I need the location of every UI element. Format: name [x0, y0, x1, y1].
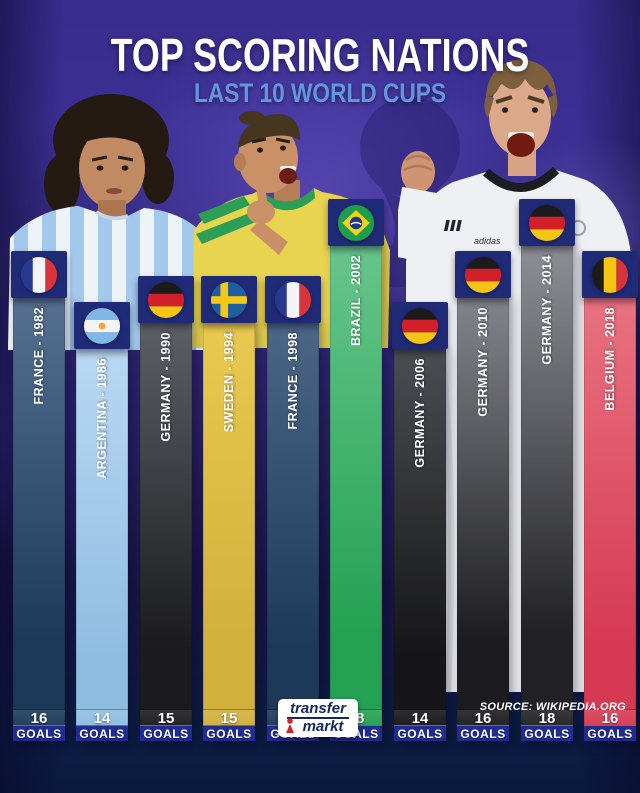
goals-word: GOALS — [203, 725, 255, 741]
goals-word: GOALS — [394, 725, 446, 741]
goals-count: 16 — [13, 709, 65, 727]
bar-label: GERMANY - 2014 — [540, 255, 554, 365]
bar-column: BRAZIL - 200218GOALS — [330, 245, 382, 741]
flag-icon-germany — [464, 256, 502, 293]
flag-icon-france — [274, 281, 312, 318]
flag-icon-brazil — [337, 204, 375, 241]
bar-column: ARGENTINA - 1986 14 GOALS — [76, 348, 128, 741]
bar-label: BRAZIL - 2002 — [349, 255, 363, 347]
transfermarkt-figure-icon — [286, 718, 294, 733]
bar-flag-badge — [138, 276, 194, 323]
bar-france-1982: FRANCE - 1982 16 GOALS — [11, 251, 67, 741]
goals-word: GOALS — [13, 725, 65, 741]
bar-sweden-1994: SWEDEN - 1994 15 GOALS — [201, 276, 257, 741]
flag-icon-argentina — [83, 307, 121, 344]
bar-label: BELGIUM - 2018 — [603, 307, 617, 411]
flag-icon-sweden — [210, 281, 248, 318]
flag-icon-france — [20, 256, 58, 293]
bar-label: GERMANY - 2006 — [413, 358, 427, 468]
bar-flag-badge — [265, 276, 321, 323]
bar-column: SWEDEN - 1994 15 GOALS — [203, 322, 255, 741]
bar-label: GERMANY - 2010 — [476, 307, 490, 417]
goals-count: 14 — [394, 709, 446, 727]
flag-icon-belgium — [591, 256, 629, 293]
bar-label: FRANCE - 1982 — [32, 307, 46, 405]
goals-word: GOALS — [140, 725, 192, 741]
bar-flag-badge — [11, 251, 67, 298]
goals-word: GOALS — [521, 725, 573, 741]
bar-argentina-1986: ARGENTINA - 1986 14 GOALS — [74, 302, 130, 741]
bar-column: FRANCE - 199815GOALS — [267, 322, 319, 741]
bar-column: GERMANY - 2006 14 GOALS — [394, 348, 446, 741]
bar-germany-2014: GERMANY - 2014 18 GOALS — [519, 199, 575, 741]
bar-column: GERMANY - 1990 15 GOALS — [140, 322, 192, 741]
goals-count: 15 — [140, 709, 192, 727]
bar-germany-2006: GERMANY - 2006 14 GOALS — [392, 302, 448, 741]
footer: transfer markt SOURCE: WIKIPEDIA.ORG — [0, 699, 640, 793]
bar-label: GERMANY - 1990 — [159, 332, 173, 442]
flag-icon-germany — [401, 307, 439, 344]
flag-icon-germany — [147, 281, 185, 318]
bar-belgium-2018: BELGIUM - 2018 16 GOALS — [582, 251, 638, 741]
brand-line1: transfer — [287, 701, 349, 719]
bar-label: SWEDEN - 1994 — [222, 332, 236, 433]
source-credit: SOURCE: WIKIPEDIA.ORG — [479, 701, 626, 713]
bar-label: ARGENTINA - 1986 — [95, 358, 109, 479]
goals-word: GOALS — [76, 725, 128, 741]
bar-flag-badge — [519, 199, 575, 246]
bar-germany-1990: GERMANY - 1990 15 GOALS — [138, 276, 194, 741]
bar-germany-2010: GERMANY - 2010 16 GOALS — [455, 251, 511, 741]
bar-flag-badge — [328, 199, 384, 246]
bar-brazil-2002: BRAZIL - 200218GOALS — [328, 199, 384, 741]
bar-column: FRANCE - 1982 16 GOALS — [13, 297, 65, 741]
bar-flag-badge — [201, 276, 257, 323]
transfermarkt-logo: transfer markt — [278, 699, 358, 737]
goals-count: 14 — [76, 709, 128, 727]
bar-label: FRANCE - 1998 — [286, 332, 300, 430]
brand-line2: markt — [302, 717, 344, 735]
bar-flag-badge — [455, 251, 511, 298]
bar-column: BELGIUM - 2018 16 GOALS — [584, 297, 636, 741]
bar-flag-badge — [582, 251, 638, 298]
bar-column: GERMANY - 2014 18 GOALS — [521, 245, 573, 741]
bar-flag-badge — [74, 302, 130, 349]
bar-column: GERMANY - 2010 16 GOALS — [457, 297, 509, 741]
bar-flag-badge — [392, 302, 448, 349]
goals-word: GOALS — [457, 725, 509, 741]
goals-word: GOALS — [584, 725, 636, 741]
flag-icon-germany — [528, 204, 566, 241]
goals-count: 15 — [203, 709, 255, 727]
bar-france-1998: FRANCE - 199815GOALS — [265, 276, 321, 741]
